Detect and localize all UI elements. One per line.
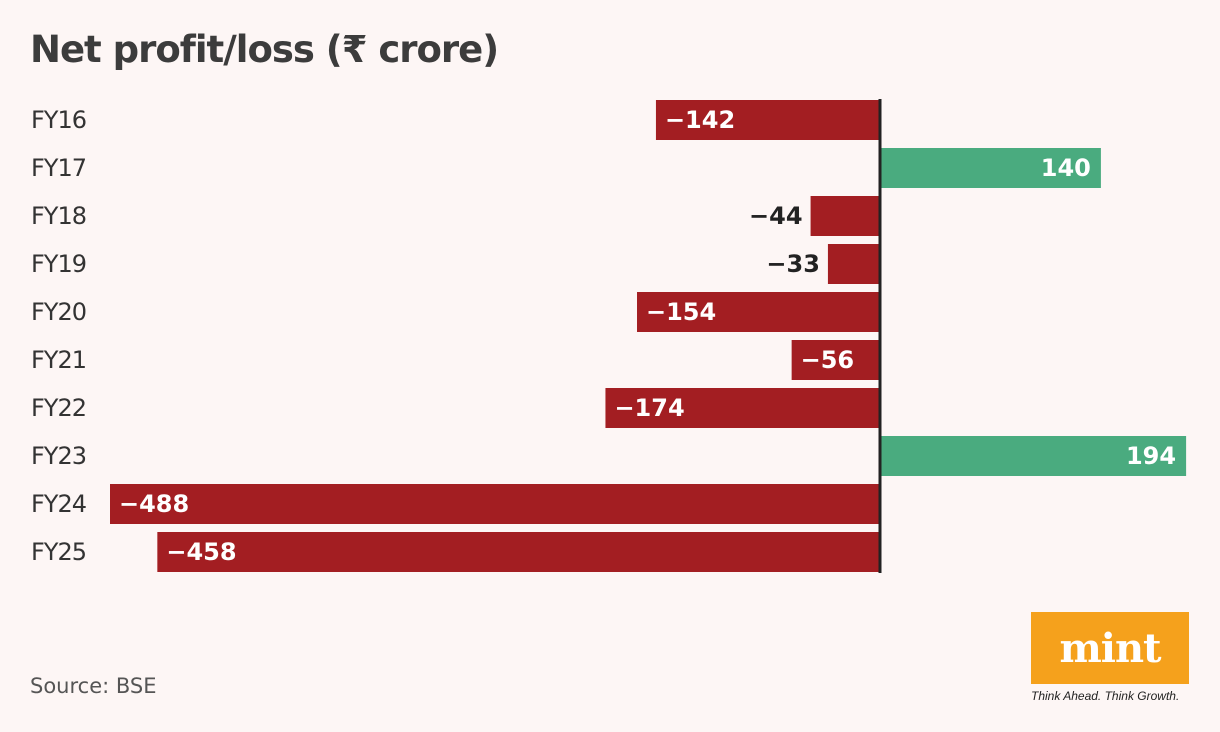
category-label: FY23 (31, 442, 86, 470)
value-label: −458 (166, 538, 236, 566)
value-label: −33 (766, 250, 820, 278)
value-label: −56 (801, 346, 855, 374)
chart-title: Net profit/loss (₹ crore) (30, 28, 499, 71)
value-label: 140 (1041, 154, 1091, 182)
source-note: Source: BSE (30, 674, 157, 698)
value-label: −154 (646, 298, 716, 326)
bar-fy23 (880, 436, 1187, 476)
logo-tagline: Think Ahead. Think Growth. (1031, 689, 1180, 703)
category-label: FY22 (31, 394, 86, 422)
logo-wordmark: mint (1059, 624, 1161, 672)
category-label: FY17 (31, 154, 86, 182)
bar-fy25 (157, 532, 880, 572)
value-label: −44 (749, 202, 803, 230)
bar-fy20 (637, 292, 880, 332)
category-label: FY20 (31, 298, 86, 326)
value-label: −142 (665, 106, 735, 134)
category-label: FY19 (31, 250, 86, 278)
bar-fy16 (655, 100, 880, 140)
value-label: −174 (614, 394, 684, 422)
category-label: FY16 (31, 106, 86, 134)
bar-fy22 (605, 388, 880, 428)
category-label: FY25 (31, 538, 86, 566)
bar-chart: FY16 −142 FY17 140 FY18 −44 FY19 −33 FY20 −154 FY2… (31, 99, 1187, 573)
bar-fy17 (880, 148, 1101, 188)
bar-fy19 (827, 244, 880, 284)
bar-fy18 (810, 196, 880, 236)
bars-layer: FY16 −142 FY17 140 FY18 −44 FY19 −33 FY20 −154 FY2… (31, 100, 1187, 572)
category-label: FY18 (31, 202, 86, 230)
bar-fy21 (791, 340, 880, 380)
value-label: 194 (1126, 442, 1176, 470)
value-label: −488 (119, 490, 189, 518)
category-label: FY21 (31, 346, 86, 374)
mint-logo: mint (1031, 612, 1189, 684)
bar-fy24 (110, 484, 880, 524)
category-label: FY24 (31, 490, 86, 518)
